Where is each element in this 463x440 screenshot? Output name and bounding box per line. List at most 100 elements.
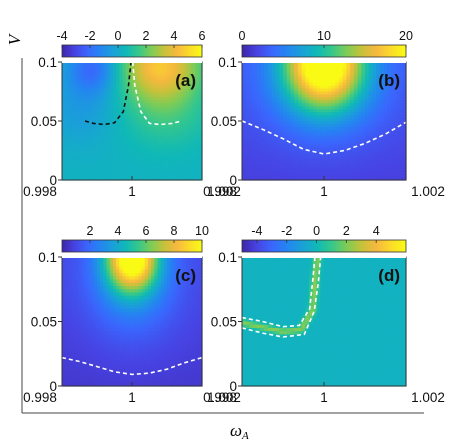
heatmap-cell (342, 138, 347, 143)
heatmap-cell (256, 62, 262, 66)
heatmap-cell (112, 295, 117, 300)
heatmap-cell (383, 138, 388, 143)
heatmap-cell (245, 88, 251, 93)
heatmap-cell (394, 150, 400, 155)
heatmap-cell (125, 276, 130, 281)
heatmap-cell (365, 129, 370, 134)
heatmap-cell (264, 144, 269, 149)
heatmap-cell (157, 324, 162, 329)
heatmap-cell (186, 141, 190, 146)
heatmap-cell (138, 141, 143, 146)
heatmap-cell (90, 153, 95, 157)
heatmap-cell (245, 103, 251, 107)
heatmap-cell (163, 344, 168, 348)
heatmap-cell (398, 109, 403, 113)
heatmap-cell (84, 327, 89, 332)
heatmap-cell (173, 266, 178, 271)
heatmap-cell (312, 82, 318, 87)
heatmap-cell (128, 269, 133, 274)
heatmap-cell (109, 62, 114, 66)
heatmap-cell (283, 112, 288, 116)
heatmap-cell (68, 62, 73, 66)
heatmap-cell (170, 311, 174, 316)
heatmap-cell (391, 156, 396, 160)
heatmap-cell (346, 97, 351, 101)
heatmap-cell (350, 177, 355, 181)
heatmap-cell (141, 85, 146, 90)
heatmap-cell (116, 177, 120, 181)
heatmap-cell (160, 260, 165, 265)
heatmap-cell (141, 171, 146, 175)
heatmap-cell (157, 331, 162, 336)
heatmap-cell (192, 276, 197, 281)
heatmap-cell (173, 79, 178, 84)
heatmap-cell (128, 298, 133, 303)
heatmap-cell (176, 82, 181, 87)
heatmap-cell (68, 64, 73, 69)
heatmap-cell (116, 97, 120, 101)
heatmap-cell (182, 156, 187, 160)
heatmap-cell (93, 263, 98, 268)
heatmap-cell (176, 171, 181, 175)
heatmap-cell (350, 153, 355, 157)
heatmap-cell (100, 106, 104, 110)
heatmap-cell (112, 135, 117, 140)
heatmap-cell (71, 327, 76, 332)
heatmap-cell (275, 174, 280, 178)
heatmap-cell (335, 97, 340, 101)
heatmap-cell (151, 147, 155, 152)
heatmap-cell (383, 76, 388, 81)
heatmap-cell (173, 118, 178, 122)
heatmap-cell (71, 147, 76, 152)
heatmap-cell (160, 94, 165, 98)
heatmap-cell (186, 356, 190, 361)
heatmap-cell (350, 123, 355, 128)
heatmap-cell (71, 162, 76, 166)
heatmap-cell (357, 85, 362, 90)
heatmap-cell (160, 334, 165, 339)
heatmap-cell (160, 76, 165, 81)
heatmap-cell (357, 129, 362, 134)
heatmap-cell (338, 76, 344, 81)
heatmap-cell (160, 150, 165, 155)
heatmap-cell (151, 302, 155, 306)
heatmap-cell (312, 165, 318, 169)
heatmap-cell (357, 91, 362, 96)
heatmap-cell (331, 70, 336, 75)
heatmap-cell (125, 292, 130, 297)
heatmap-cell (357, 156, 362, 160)
heatmap-cell (195, 144, 200, 149)
heatmap-cell (391, 147, 396, 152)
heatmap-cell (372, 109, 377, 113)
heatmap-cell (353, 153, 359, 157)
heatmap-cell (338, 121, 344, 125)
heatmap-cell (189, 153, 194, 157)
heatmap-cell (163, 100, 168, 104)
heatmap-cell (125, 337, 130, 342)
heatmap-cell (74, 85, 79, 90)
heatmap-cell (253, 64, 258, 69)
heatmap-cell (198, 324, 203, 329)
heatmap-cell (141, 112, 146, 116)
heatmap-cell (65, 85, 69, 90)
heatmap-cell (100, 168, 104, 172)
heatmap-cell (71, 311, 76, 316)
heatmap-cell (122, 353, 127, 358)
heatmap-cell (398, 67, 403, 72)
heatmap-cell (357, 159, 362, 163)
heatmap-cell (309, 85, 314, 90)
heatmap-cell (402, 177, 407, 181)
heatmap-cell (179, 177, 184, 181)
heatmap-cell (312, 91, 318, 96)
heatmap-cell (398, 94, 403, 98)
heatmap-cell (81, 302, 85, 306)
heatmap-cell (182, 165, 187, 169)
heatmap-cell (154, 269, 159, 274)
heatmap-cell (186, 305, 190, 310)
heatmap-cell (402, 70, 407, 75)
heatmap-cell (320, 132, 325, 137)
heatmap-cell (189, 121, 194, 125)
heatmap-cell (249, 97, 254, 101)
heatmap-cell (157, 356, 162, 361)
heatmap-cell (163, 321, 168, 326)
